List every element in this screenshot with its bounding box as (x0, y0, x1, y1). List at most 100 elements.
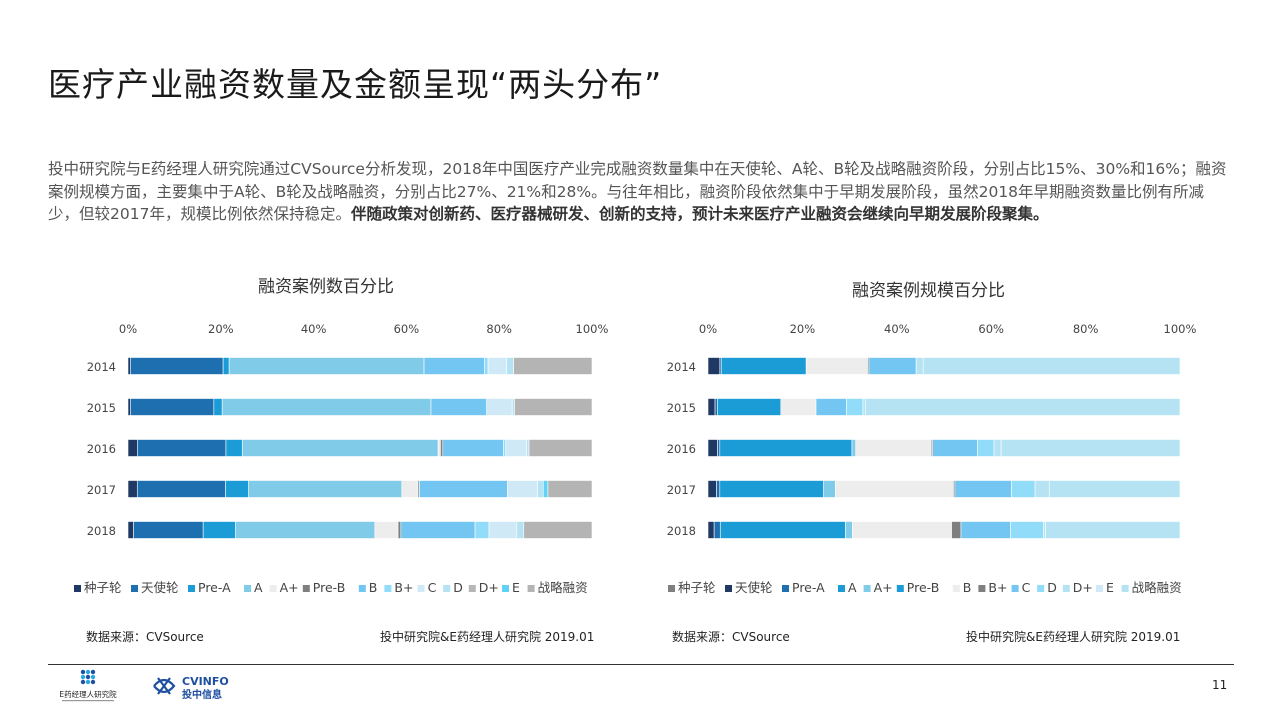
bar-segment (845, 521, 853, 539)
bar-segment (852, 521, 952, 539)
legend-label: Pre-A (198, 580, 231, 595)
legend-label: 战略融资 (1132, 580, 1182, 595)
bar-segment (225, 439, 243, 457)
bar-segment (401, 480, 419, 498)
bar-segment (720, 357, 807, 375)
bar-segment (862, 398, 866, 416)
legend-swatch (1096, 585, 1103, 592)
y-tick-label: 2014 (87, 360, 116, 374)
bar-segment (221, 398, 432, 416)
x-tick-label: 60% (978, 322, 1004, 336)
bar-segment (526, 439, 530, 457)
y-tick-label: 2015 (87, 401, 116, 415)
x-tick-label: 80% (1073, 322, 1099, 336)
legend-label: D (453, 580, 463, 595)
bar-segment (717, 398, 782, 416)
legend-label: 种子轮 (678, 580, 716, 595)
bar-segment (713, 521, 721, 539)
x-tick-label: 0% (119, 322, 137, 336)
bar-segment (507, 480, 539, 498)
source-org-right: 投中研究院&E药经理人研究院 2019.01 (966, 630, 1181, 644)
bar-segment (487, 357, 507, 375)
source-right: 数据来源：CVSource (672, 630, 790, 644)
x-tick-label: 100% (1164, 322, 1197, 336)
bar-segment (922, 357, 1181, 375)
legend-label: Pre-A (792, 580, 825, 595)
y-tick-label: 2018 (87, 524, 116, 538)
bar-segment (474, 521, 490, 539)
bar-segment (868, 357, 917, 375)
legend-label: A+ (280, 580, 299, 595)
bar-segment (851, 439, 857, 457)
legend-swatch (302, 585, 310, 592)
legend-label: 战略融资 (538, 580, 588, 595)
bar-segment (719, 439, 853, 457)
x-tick-label: 20% (790, 322, 816, 336)
bar-segment (127, 357, 131, 375)
bar-segment (716, 480, 721, 498)
legend-label: C (428, 580, 437, 595)
y-tick-label: 2016 (667, 442, 696, 456)
bar-segment (397, 521, 402, 539)
bar-segment (993, 439, 1002, 457)
bar-segment (707, 480, 717, 498)
bar-segment (442, 439, 504, 457)
legend-label: 天使轮 (141, 580, 179, 595)
legend-swatch (502, 585, 509, 592)
bar-segment (714, 398, 718, 416)
legend-swatch (1011, 585, 1019, 592)
x-tick-label: 20% (208, 322, 234, 336)
bar-segment (400, 521, 476, 539)
bar-segment (225, 480, 249, 498)
bar-segment (1045, 521, 1181, 539)
bar-segment (523, 521, 593, 539)
bar-segment (374, 521, 399, 539)
bar-segment (707, 439, 718, 457)
legend-label: E (1106, 580, 1114, 595)
bar-segment (932, 439, 978, 457)
x-tick-label: 40% (884, 322, 910, 336)
bar-segment (228, 357, 425, 375)
bar-segment (202, 521, 236, 539)
bar-segment (719, 521, 846, 539)
legend-label: B+ (394, 580, 413, 595)
chart-title-count: 融资案例数百分比 (258, 277, 394, 297)
x-tick-label: 60% (394, 322, 420, 336)
legend-label: A (254, 580, 263, 595)
description: 投中研究院与E药经理人研究院通过CVSource分析发现，2018年中国医疗产业… (48, 158, 1228, 226)
bar-segment (1034, 480, 1050, 498)
bar-segment (513, 357, 593, 375)
bar-segment (137, 439, 227, 457)
legend-label: A (848, 580, 857, 595)
count-percentage-chart: 0% 20% 40% 60% 80% 100% 2014 2015 2016 2017 2018 种子… (74, 322, 609, 595)
legend-swatch (978, 585, 986, 592)
bar-segment (213, 398, 223, 416)
bar-segment (977, 439, 995, 457)
legend-label: Pre-B (907, 580, 940, 595)
bar-segment (1000, 439, 1181, 457)
legend-swatch (417, 585, 425, 592)
bar-segment (707, 521, 715, 539)
bar-segment (815, 398, 847, 416)
bar-segment (805, 357, 868, 375)
bar-segment (440, 439, 444, 457)
legend-swatch (863, 585, 871, 592)
legend-swatch (269, 585, 277, 592)
bar-segment (855, 439, 932, 457)
x-tick-label: 40% (301, 322, 327, 336)
y-tick-label: 2015 (667, 401, 696, 415)
y-tick-label: 2014 (667, 360, 696, 374)
bar-segment (241, 439, 439, 457)
cvinfo-logo-sub: 投中信息 (182, 688, 222, 701)
legend-swatch (244, 585, 251, 592)
bar-segment (130, 357, 224, 375)
bar-segment (484, 357, 489, 375)
bar-segment (719, 480, 824, 498)
legend-label: 天使轮 (735, 580, 773, 595)
legend-swatch (1062, 585, 1070, 592)
e-pharma-logo: E药经理人研究院 (59, 669, 117, 702)
bar-segment (222, 357, 230, 375)
legend-label: B (369, 580, 378, 595)
bar-segment (506, 357, 514, 375)
y-tick-label: 2017 (667, 483, 696, 497)
